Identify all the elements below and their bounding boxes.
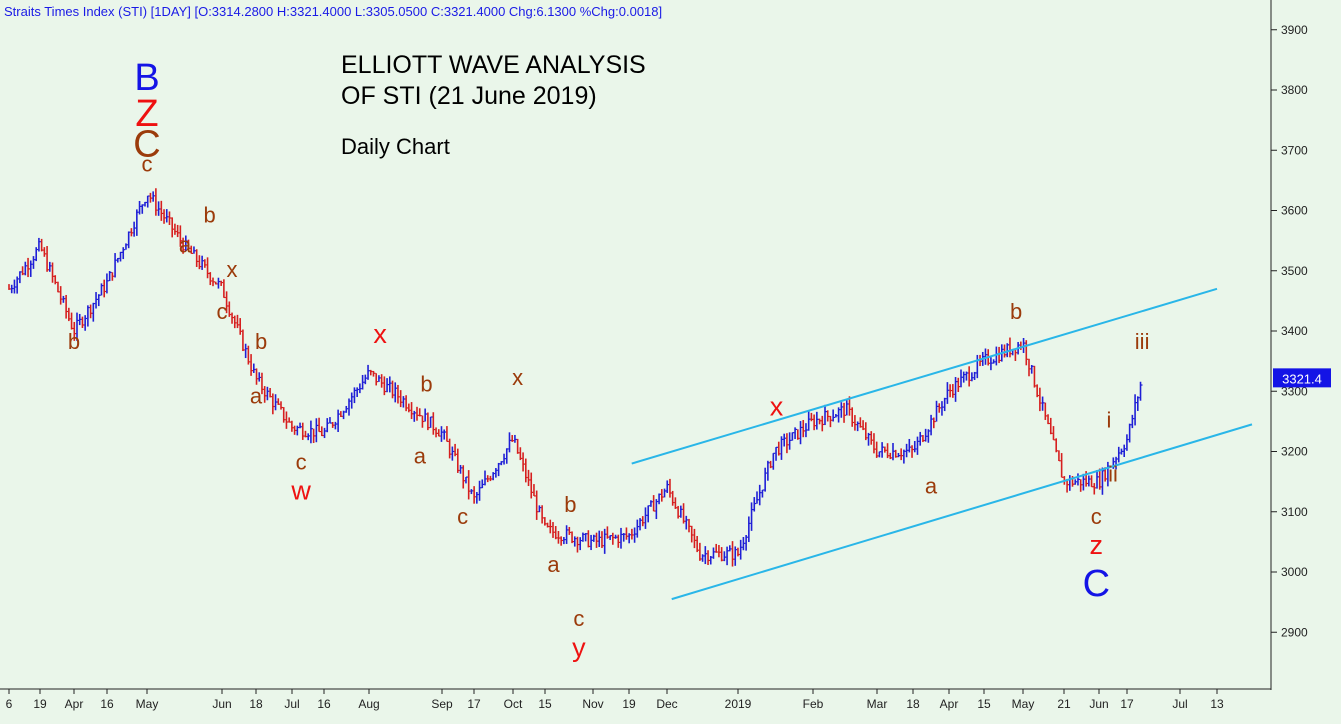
chart-title-line-2: OF STI (21 June 2019) bbox=[341, 82, 597, 110]
last-price-label: 3321.4 bbox=[1282, 371, 1322, 386]
wave-label: b bbox=[420, 371, 432, 396]
x-tick-label: May bbox=[136, 697, 159, 711]
x-tick-label: Feb bbox=[803, 697, 824, 711]
wave-label: Z bbox=[135, 93, 158, 135]
wave-label: b bbox=[564, 492, 576, 517]
x-tick-label: 19 bbox=[622, 697, 636, 711]
y-tick-label: 3400 bbox=[1281, 324, 1308, 338]
wave-label: x bbox=[373, 319, 387, 349]
x-tick-label: Mar bbox=[867, 697, 888, 711]
wave-label: a bbox=[547, 552, 560, 577]
chart-title-line-1: ELLIOTT WAVE ANALYSIS bbox=[341, 51, 646, 79]
ohlc-header: Straits Times Index (STI) [1DAY] [O:3314… bbox=[4, 4, 663, 19]
chart-title: ELLIOTT WAVE ANALYSIS OF STI (21 June 20… bbox=[341, 50, 646, 112]
y-tick-label: 3300 bbox=[1281, 384, 1308, 398]
x-tick-label: Sep bbox=[431, 697, 453, 711]
wave-label: z bbox=[1090, 530, 1104, 560]
wave-label: C bbox=[133, 123, 160, 165]
wave-label: c bbox=[142, 151, 153, 176]
x-tick-label: Apr bbox=[940, 697, 959, 711]
wave-label: x bbox=[770, 391, 784, 421]
x-tick-label: 13 bbox=[1210, 697, 1224, 711]
x-tick-label: Dec bbox=[656, 697, 677, 711]
channel-lower-line bbox=[671, 423, 1253, 601]
wave-label: b bbox=[255, 329, 267, 354]
wave-label: a bbox=[414, 444, 427, 469]
x-tick-label: Aug bbox=[358, 697, 379, 711]
wave-label: a bbox=[925, 474, 938, 499]
y-tick-label: 3200 bbox=[1281, 445, 1308, 459]
x-tick-label: Jul bbox=[1172, 697, 1187, 711]
wave-label: c bbox=[1091, 504, 1102, 529]
x-tick-label: 17 bbox=[467, 697, 481, 711]
x-tick-label: 17 bbox=[1120, 697, 1134, 711]
wave-label: c bbox=[457, 504, 468, 529]
wave-label: c bbox=[217, 299, 228, 324]
wave-label: i bbox=[1107, 407, 1112, 432]
y-tick-label: 3500 bbox=[1281, 264, 1308, 278]
wave-label: b bbox=[1010, 299, 1022, 324]
x-tick-label: 18 bbox=[906, 697, 920, 711]
x-tick-label: May bbox=[1012, 697, 1035, 711]
wave-label: c bbox=[573, 606, 584, 631]
y-tick-label: 3700 bbox=[1281, 143, 1308, 157]
x-tick-label: Oct bbox=[504, 697, 523, 711]
wave-label: a bbox=[250, 383, 263, 408]
wave-label: y bbox=[572, 632, 586, 662]
wave-label: b bbox=[204, 203, 216, 228]
wave-label: c bbox=[296, 450, 307, 475]
last-price-box bbox=[1273, 368, 1331, 388]
wave-label: B bbox=[134, 57, 159, 99]
x-tick-label: Jul bbox=[284, 697, 299, 711]
y-tick-label: 3900 bbox=[1281, 23, 1308, 37]
wave-label: iii bbox=[1135, 329, 1150, 354]
wave-label: x bbox=[227, 257, 238, 282]
x-tick-label: 6 bbox=[6, 697, 13, 711]
x-tick-label: 16 bbox=[100, 697, 114, 711]
y-tick-label: 3000 bbox=[1281, 565, 1308, 579]
channel-upper-line bbox=[631, 287, 1218, 465]
x-tick-label: Jun bbox=[212, 697, 231, 711]
y-tick-label: 2900 bbox=[1281, 625, 1308, 639]
wave-label: x bbox=[512, 365, 523, 390]
wave-label: C bbox=[1083, 563, 1110, 605]
x-tick-label: 18 bbox=[249, 697, 263, 711]
y-tick-label: 3100 bbox=[1281, 505, 1308, 519]
x-tick-label: 16 bbox=[317, 697, 331, 711]
wave-label: ii bbox=[1108, 462, 1118, 487]
x-tick-label: 2019 bbox=[725, 697, 752, 711]
x-tick-label: 19 bbox=[33, 697, 47, 711]
x-tick-label: 21 bbox=[1057, 697, 1071, 711]
x-tick-label: Jun bbox=[1089, 697, 1108, 711]
plot-area: 2900 3000 3100 3200 3300 3400 3500 3600 3700 3800… bbox=[6, 23, 1331, 711]
wave-label: a bbox=[179, 233, 192, 258]
chart-subtitle: Daily Chart bbox=[341, 134, 450, 159]
y-tick-label: 3600 bbox=[1281, 204, 1308, 218]
wave-label: w bbox=[290, 476, 311, 506]
x-tick-label: Nov bbox=[582, 697, 603, 711]
x-tick-label: 15 bbox=[977, 697, 991, 711]
x-tick-label: 15 bbox=[538, 697, 552, 711]
y-tick-label: 3800 bbox=[1281, 83, 1308, 97]
wave-label: b bbox=[68, 329, 80, 354]
x-tick-label: Apr bbox=[65, 697, 84, 711]
